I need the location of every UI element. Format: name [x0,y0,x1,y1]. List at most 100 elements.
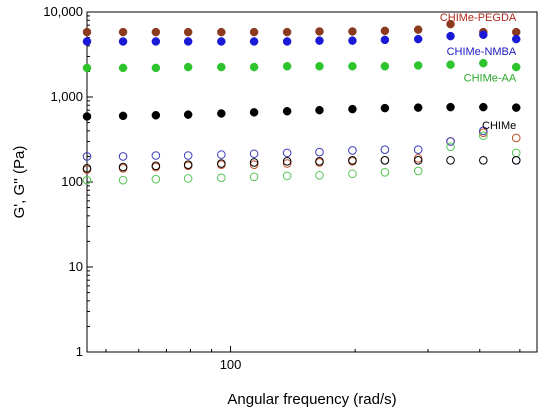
data-point [348,62,357,71]
y-tick-label: 10 [69,259,83,274]
data-point [511,133,521,143]
data-point [446,137,455,146]
data-point [446,19,455,29]
data-point [249,27,259,37]
data-point [82,163,92,173]
data-point [282,37,292,46]
axes: 1 10 100 1,000 10,000 100 Angular frequency (r… [11,4,538,408]
data-point [348,146,357,155]
data-point [446,156,455,165]
data-point [183,110,193,119]
data-point [249,37,259,46]
data-point [315,105,324,115]
data-point [282,148,292,158]
data-point [380,145,390,154]
data-point [82,63,92,73]
data-point [249,149,259,159]
data-point [315,62,324,71]
data-point [315,157,324,166]
series-labels: CHIMe-PEGDA CHIMe-NMBA CHIMe-AA CHIMe [440,12,517,132]
series-label: CHIMe-NMBA [447,46,517,58]
data-point [82,112,92,121]
data-point [413,166,423,176]
data-point [82,175,92,185]
data-point [118,162,128,172]
data-point [446,60,455,69]
data-point [183,151,193,160]
data-point [315,36,324,45]
data-point [151,161,161,171]
data-point [479,58,488,68]
data-point [315,27,324,36]
data-point [151,37,161,46]
plot-frame [86,11,538,353]
y-tick-label: 1 [76,344,83,359]
data-point [151,63,161,73]
data-point [479,126,488,136]
data-point [511,62,521,72]
data-point [118,111,128,121]
data-point [118,27,128,37]
data-point [479,30,488,39]
data-point [446,31,455,41]
data-point [249,62,259,72]
data-point [282,171,292,181]
data-point [282,159,292,168]
data-point [479,102,488,112]
y-tick-label: 10,000 [43,4,83,19]
data-point [380,156,390,165]
x-axis-title: Angular frequency (rad/s) [227,391,396,408]
data-point [249,172,259,182]
data-point [348,36,357,45]
data-point [479,156,488,165]
data-point [413,25,423,34]
data-point [118,152,128,161]
data-point [249,160,259,169]
data-point [282,27,292,37]
data-point [183,160,193,169]
data-markers [82,19,521,185]
data-point [82,37,92,46]
data-point [511,148,521,158]
y-tick-label: 100 [61,174,83,189]
data-point [118,37,128,46]
data-point [151,174,161,184]
data-point [217,109,226,118]
data-point [217,37,226,46]
y-axis-title: G', G'' (Pa) [11,146,28,219]
data-point [151,151,161,160]
data-point [413,34,423,44]
series-label: CHIMe-PEGDA [440,12,517,24]
data-point [479,131,488,141]
data-point [348,27,357,36]
data-point [183,62,193,72]
data-point [183,174,193,183]
data-point [380,62,390,71]
data-point [413,61,423,70]
series-label: CHIMe-AA [464,72,517,84]
data-point [348,104,357,114]
data-point [282,62,292,71]
data-point [511,34,521,44]
data-point [82,152,92,161]
data-point [446,102,455,112]
data-point [413,103,423,112]
data-point [183,27,193,37]
data-point [217,173,226,183]
data-point [446,142,455,152]
data-point [118,175,128,185]
data-point [380,35,390,45]
data-point [282,106,292,116]
y-tick-label: 1,000 [50,89,83,104]
data-point [82,27,92,37]
data-point [413,145,423,154]
data-point [217,27,226,37]
data-point [380,168,390,177]
data-point [315,170,324,180]
data-point [511,156,521,165]
data-point [249,158,259,167]
data-point [183,37,193,46]
data-point [511,103,521,112]
data-point [315,147,324,157]
